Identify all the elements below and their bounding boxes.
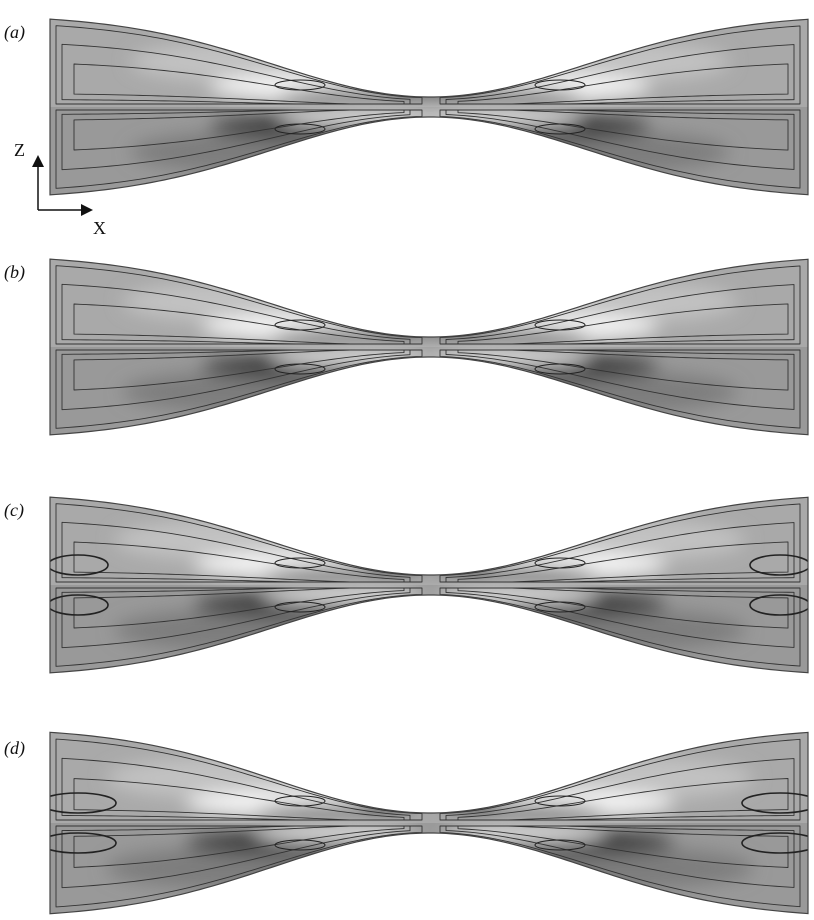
streamline [445,587,795,648]
streamline [457,303,789,345]
streamline [457,349,789,391]
streamline [73,109,405,151]
panel-label: (b) [4,262,25,283]
streamline [274,839,326,851]
streamline [55,349,423,429]
streamline [61,757,411,821]
streamline [457,587,789,629]
streamline [274,79,326,91]
streamline [61,283,411,345]
eddy [50,554,109,576]
streamline [445,522,795,583]
eddy [741,792,808,814]
channel-wall [49,258,809,436]
streamline [534,839,586,851]
streamline [457,109,789,151]
streamline [274,601,326,613]
eddy [749,554,808,576]
streamline [61,109,411,171]
streamline [457,778,789,821]
streamline [274,557,326,569]
panel-label: (d) [4,738,25,759]
streamline [61,825,411,889]
streamline [55,738,423,821]
eddy [50,832,117,854]
channel-wall [49,496,809,674]
streamline [55,25,423,105]
streamline [274,319,326,331]
streamline [534,319,586,331]
flow-panel [50,19,808,195]
eddy [50,792,117,814]
streamline [61,521,411,583]
streamline [445,284,795,345]
streamline [445,758,795,821]
panels [49,18,809,915]
streamline [55,503,423,583]
streamline [61,587,411,649]
streamline [457,825,789,868]
streamline [73,825,405,868]
streamline [534,123,586,135]
streamline [274,123,326,135]
eddy [50,594,109,616]
flow-panel [50,732,808,914]
panel-label: (c) [4,500,24,521]
streamline [534,601,586,613]
streamline [61,43,411,105]
streamline [534,363,586,375]
eddy [749,594,808,616]
panel-label: (a) [4,22,25,43]
channel-wall [49,731,809,915]
streamline [445,44,795,105]
streamline [445,825,795,888]
streamline [445,109,795,170]
streamline [73,587,405,629]
streamline [73,349,405,391]
streamline [55,109,423,189]
z-label: Z [14,140,25,160]
streamline [445,349,795,410]
streamline [73,778,405,821]
flow-panel [50,259,808,435]
eddy [741,832,808,854]
streamline [457,63,789,105]
streamline [73,303,405,345]
x-label: X [93,218,106,238]
flow-panel [50,497,808,673]
streamline [457,541,789,583]
channel-wall [49,18,809,196]
streamline [534,79,586,91]
streamline [274,795,326,807]
streamline [73,541,405,583]
streamline [61,349,411,411]
streamline [534,557,586,569]
streamline [534,795,586,807]
streamline [55,587,423,667]
streamline [73,63,405,105]
streamline [55,265,423,345]
streamline [55,825,423,908]
streamline [274,363,326,375]
